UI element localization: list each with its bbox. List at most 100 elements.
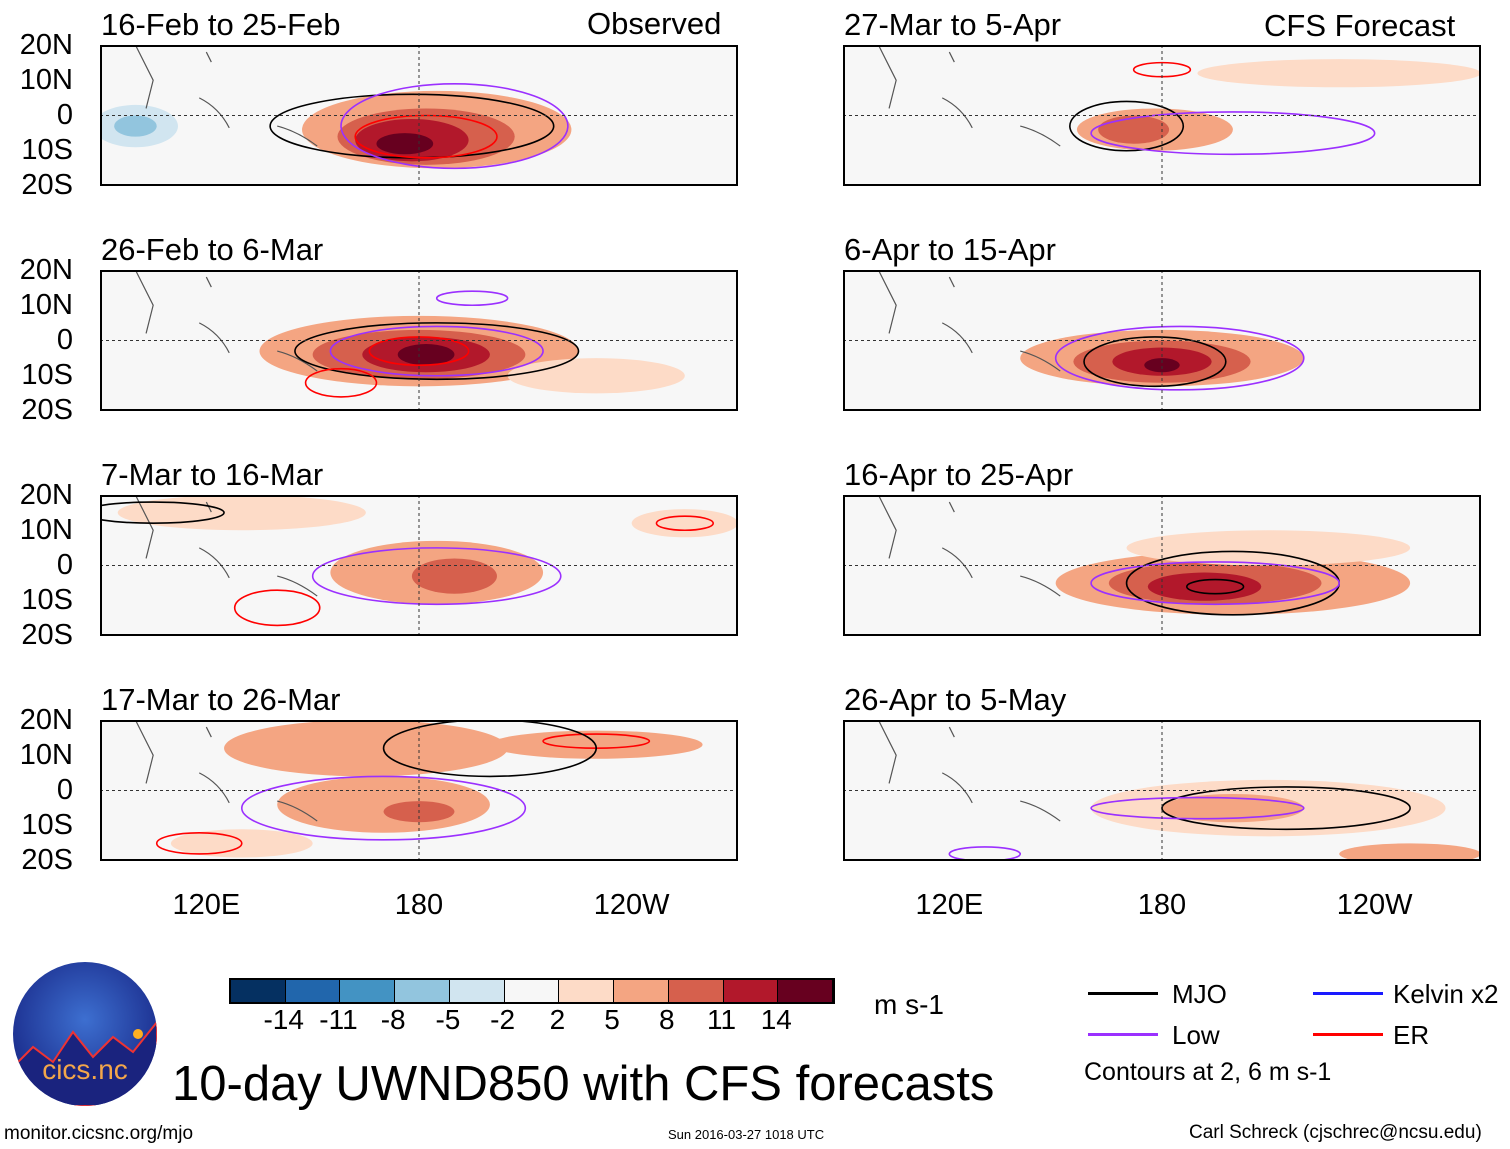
lat-label: 0 [56, 99, 73, 131]
panel-title: 17-Mar to 26-Mar [101, 682, 341, 717]
map-panel [843, 45, 1481, 186]
panel-title: 6-Apr to 15-Apr [844, 232, 1056, 267]
panel-title: 26-Feb to 6-Mar [101, 232, 324, 267]
wind-anomaly-region [117, 495, 366, 531]
coastline [134, 45, 318, 147]
panel-title: 26-Apr to 5-May [844, 682, 1067, 717]
wind-anomaly-region [1356, 294, 1464, 352]
lat-label: 10S [21, 809, 73, 841]
colorbar-tick-label: -8 [380, 1004, 406, 1035]
timestamp: Sun 2016-03-27 1018 UTC [668, 1127, 825, 1142]
map-panel [843, 270, 1481, 411]
wind-anomaly-region [631, 509, 738, 538]
wind-anomaly-region [1162, 794, 1304, 823]
coastline [877, 720, 1061, 822]
contour-mjo [1069, 100, 1185, 152]
lon-label: 180 [1137, 889, 1187, 921]
colorbar-swatch [614, 980, 669, 1002]
wind-anomaly-region [277, 776, 490, 833]
contour-mjo [1161, 786, 1411, 831]
lat-label: 10S [21, 359, 73, 391]
colorbar-tick-label: 8 [659, 1004, 675, 1035]
colorbar-tick-label: 14 [760, 1004, 792, 1035]
colorbar-tick-label: -11 [319, 1004, 358, 1035]
coastline [877, 45, 1061, 147]
units-label: m s-1 [874, 989, 944, 1020]
contour-low [329, 325, 544, 377]
lat-label: 20S [21, 619, 73, 651]
panel-frame [100, 270, 738, 411]
wind-anomaly-region [1197, 59, 1481, 88]
wind-anomaly-region [128, 312, 214, 348]
coastline [134, 495, 318, 597]
contour-er [304, 367, 378, 398]
colorbar-swatch [395, 980, 450, 1002]
panel-title: 16-Apr to 25-Apr [844, 457, 1074, 492]
contour-low [311, 547, 562, 606]
colorbar-tick-label: 2 [549, 1004, 566, 1035]
contour-low [340, 82, 569, 170]
panel-frame [843, 720, 1481, 861]
lat-label: 20N [19, 254, 73, 286]
panel-frame [843, 45, 1481, 186]
panel-frame [843, 270, 1481, 411]
colorbar-swatch [231, 980, 286, 1002]
map-panel [843, 720, 1481, 861]
legend-er: ER [1393, 1020, 1430, 1050]
coastline [877, 270, 1061, 372]
lat-label: 20S [21, 394, 73, 426]
wind-anomaly-region [224, 720, 508, 777]
contour-er [233, 589, 321, 627]
lat-label: 20S [21, 844, 73, 876]
coastline [134, 720, 318, 822]
contour-low [1090, 796, 1305, 820]
wind-anomaly-region [114, 115, 157, 137]
colorbar-swatch [668, 980, 724, 1002]
contour-note: Contours at 2, 6 m s-1 [1084, 1058, 1332, 1086]
lon-label: 120E [172, 889, 241, 921]
wind-anomaly-region [206, 45, 419, 81]
source-url[interactable]: monitor.cicsnc.org/mjo [4, 1123, 194, 1144]
lon-label: 180 [394, 889, 444, 921]
colorbar-swatch [285, 980, 341, 1002]
panel-frame [100, 45, 738, 186]
contour-mjo [1083, 336, 1227, 388]
contour-mjo [100, 501, 225, 524]
colorbar-tick-label: -5 [435, 1004, 461, 1035]
lat-label: 20N [19, 29, 73, 61]
map-panel [100, 720, 738, 861]
contour-mjo [382, 720, 597, 778]
colorbar-tick-label: 11 [706, 1004, 737, 1035]
contour-low [1090, 111, 1376, 156]
wind-anomaly-region [1339, 143, 1481, 172]
lat-label: 20S [21, 169, 73, 201]
author: Carl Schreck (cjschrec@ncsu.edu) [1189, 1122, 1482, 1143]
legend-kelvin-line [1313, 992, 1383, 995]
colorbar-tick-label: -14 [263, 1004, 304, 1035]
panel-frame [100, 720, 738, 861]
contour-mjo [1186, 578, 1245, 595]
lon-label: 120W [593, 889, 670, 921]
lat-label: 10N [19, 514, 73, 546]
colorbar-swatch [778, 980, 834, 1002]
contour-er [655, 515, 714, 532]
contour-low [435, 290, 509, 307]
cics-logo: cics.nc [13, 962, 157, 1106]
legend-mjo: MJO [1172, 979, 1227, 1009]
contour-er [155, 832, 243, 855]
lon-label: 120E [915, 889, 984, 921]
legend-low: Low [1172, 1020, 1220, 1050]
lat-label: 10S [21, 584, 73, 616]
panel-title: 7-Mar to 16-Mar [101, 457, 324, 492]
wind-anomaly-region [376, 133, 434, 155]
contour-low [1054, 325, 1305, 391]
wind-anomaly-region [397, 344, 455, 366]
coastline [134, 270, 318, 372]
wind-anomaly-region [1126, 530, 1411, 566]
contour-low [1090, 561, 1341, 606]
lat-label: 0 [56, 774, 73, 806]
wind-anomaly-region [860, 126, 968, 162]
lat-label: 10S [21, 134, 73, 166]
contour-mjo [294, 322, 580, 381]
lat-label: 0 [56, 324, 73, 356]
